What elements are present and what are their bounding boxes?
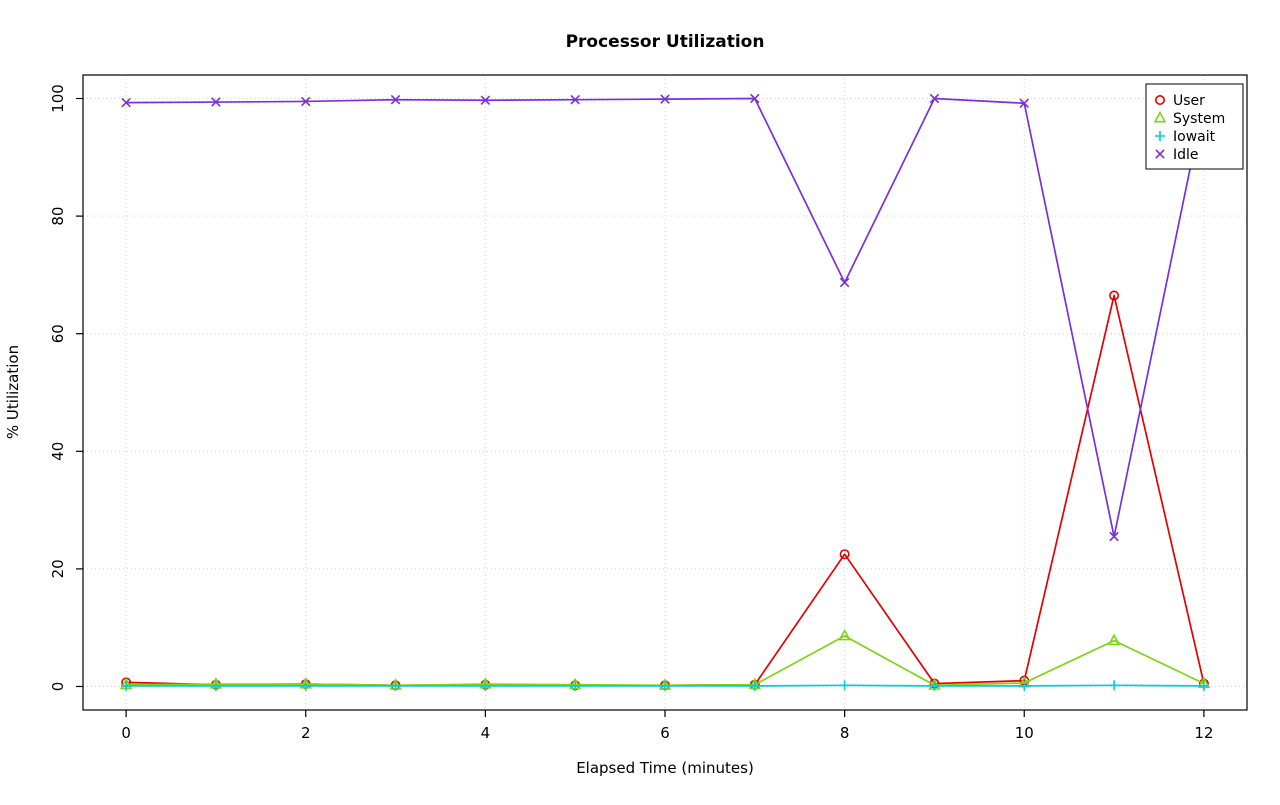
y-axis-tick-label: 60 <box>49 324 67 343</box>
data-point-circle <box>1155 95 1166 106</box>
axes: 0 2 4 6 8 10 12 0 20 40 60 80 100 <box>49 74 1248 742</box>
y-axis-tick-label: 0 <box>49 682 67 692</box>
data-point-x <box>390 94 401 105</box>
data-point-x <box>480 95 491 106</box>
series-idle <box>121 93 1209 542</box>
x-axis-tick-label: 0 <box>121 724 131 742</box>
data-point-plus <box>839 680 850 691</box>
data-point-x <box>300 96 311 107</box>
x-axis-tick-label: 4 <box>481 724 491 742</box>
data-point-plus <box>1198 680 1209 691</box>
data-point-plus <box>1109 680 1120 691</box>
x-axis-tick-label: 6 <box>660 724 670 742</box>
plot-border <box>82 74 1248 711</box>
y-axis-tick-label: 20 <box>49 559 67 578</box>
series-iowait <box>121 680 1209 691</box>
data-point-plus <box>570 680 581 691</box>
data-point-circle <box>1109 290 1120 301</box>
data-point-triangle <box>1107 633 1121 646</box>
series <box>119 93 1211 691</box>
y-axis-tick-label: 40 <box>49 442 67 461</box>
x-axis-tick-label: 12 <box>1194 724 1213 742</box>
data-point-x <box>1019 98 1030 108</box>
legend: User System Iowait Idle <box>1145 83 1244 170</box>
x-axis-tick-label: 2 <box>301 724 311 742</box>
data-point-x <box>929 93 940 104</box>
series-line-user <box>126 294 1205 687</box>
legend-label-idle: Idle <box>1173 147 1199 163</box>
data-point-triangle <box>1153 110 1167 123</box>
chart-title: Processor Utilization <box>566 32 765 52</box>
data-point-x <box>750 93 760 104</box>
data-point-plus <box>480 680 491 691</box>
data-point-plus <box>121 680 132 691</box>
data-point-x <box>570 94 580 105</box>
legend-label-iowait: Iowait <box>1173 129 1216 145</box>
data-point-x <box>121 97 131 108</box>
data-point-x <box>211 97 221 107</box>
data-point-x <box>839 277 850 288</box>
data-point-x <box>1109 531 1119 542</box>
data-point-circle <box>839 549 850 560</box>
data-point-triangle <box>838 628 851 641</box>
x-axis-label: Elapsed Time (minutes) <box>576 759 754 777</box>
y-axis-tick-label: 80 <box>49 207 67 226</box>
legend-label-system: System <box>1173 111 1225 127</box>
legend-box <box>1145 83 1244 170</box>
data-point-plus <box>929 680 940 691</box>
x-axis-tick-label: 8 <box>840 724 850 742</box>
data-point-x <box>1155 149 1165 159</box>
y-axis-label: % Utilization <box>4 345 22 439</box>
data-point-plus <box>1155 131 1165 141</box>
grid <box>83 75 1247 710</box>
y-axis-tick-label: 100 <box>49 84 67 113</box>
data-point-plus <box>390 680 401 691</box>
data-point-plus <box>1019 680 1030 691</box>
series-line-idle <box>126 97 1205 538</box>
x-axis-tick-label: 10 <box>1015 724 1034 742</box>
data-point-x <box>660 94 670 104</box>
data-point-plus <box>210 680 221 691</box>
legend-label-user: User <box>1173 93 1205 109</box>
data-point-plus <box>749 680 760 691</box>
data-point-plus <box>660 680 670 691</box>
data-point-plus <box>300 680 311 691</box>
